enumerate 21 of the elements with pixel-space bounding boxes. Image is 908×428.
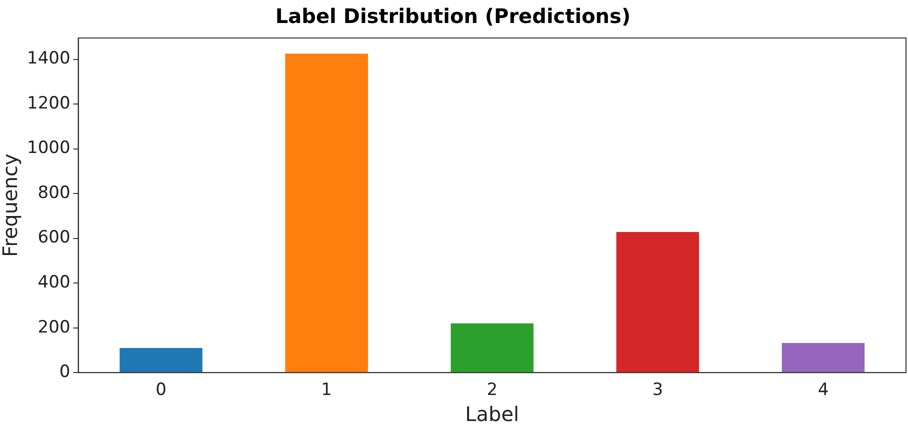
x-tick-label: 3 <box>652 380 664 400</box>
bar <box>450 323 534 372</box>
y-tick-label: 800 <box>38 182 70 203</box>
y-tick-label: 0 <box>59 362 70 382</box>
y-tick-label: 1000 <box>27 138 70 158</box>
y-tick-label: 600 <box>38 228 70 248</box>
y-axis-title: Frequency <box>0 153 22 257</box>
x-axis-title: Label <box>465 402 520 426</box>
chart-title: Label Distribution (Predictions) <box>275 4 631 28</box>
bar <box>120 348 202 372</box>
y-tick-label: 1400 <box>27 48 70 69</box>
bar <box>616 232 700 372</box>
x-tick-label: 4 <box>818 380 829 400</box>
x-tick-label: 1 <box>321 380 332 400</box>
bar <box>782 343 865 372</box>
y-tick-label: 1200 <box>27 93 70 114</box>
y-tick-label: 400 <box>38 272 70 292</box>
x-tick-label: 0 <box>156 380 166 400</box>
bar <box>285 54 368 372</box>
y-tick-label: 200 <box>38 317 70 338</box>
x-tick-label: 2 <box>486 380 498 400</box>
